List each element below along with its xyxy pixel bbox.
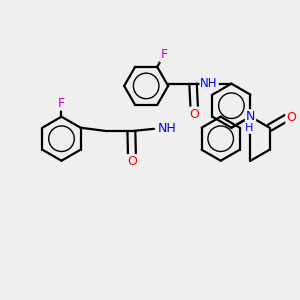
Text: F: F — [58, 97, 65, 110]
Text: H: H — [245, 123, 254, 133]
Text: O: O — [127, 155, 137, 168]
Text: F: F — [160, 48, 167, 61]
Text: O: O — [286, 111, 296, 124]
Text: N: N — [246, 110, 255, 123]
Text: NH: NH — [157, 122, 176, 135]
Text: O: O — [189, 108, 199, 121]
Text: NH: NH — [200, 76, 218, 90]
